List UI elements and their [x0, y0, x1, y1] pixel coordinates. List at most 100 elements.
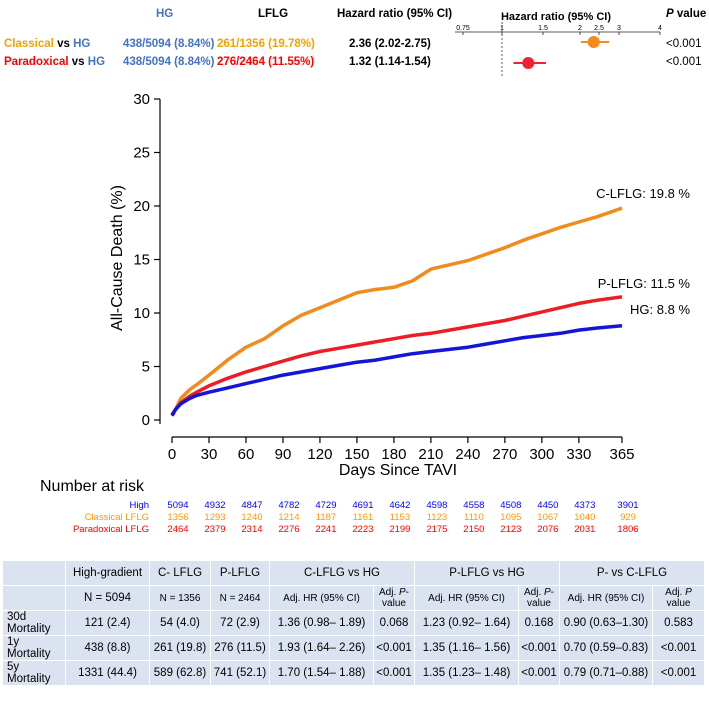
risk-value: 1153 — [389, 512, 411, 523]
label-paradoxical: Paradoxical — [4, 56, 69, 68]
cell-p3: <0.001 — [652, 635, 705, 661]
cell-p2: <0.001 — [518, 660, 560, 686]
risk-value: 1240 — [241, 512, 263, 523]
label-vs: vs — [53, 38, 74, 50]
adj-p-text: Adj. — [523, 587, 544, 598]
mortality-table: High-gradient C- LFLG P-LFLG C-LFLG vs H… — [2, 560, 705, 686]
risk-value: 1067 — [537, 512, 559, 523]
adj-p-1: Adj. P-value — [373, 585, 415, 611]
adj-p-dash: - — [550, 587, 555, 598]
cell-c: 54 (4.0) — [149, 610, 211, 636]
risk-value: 2123 — [500, 524, 522, 535]
risk-value: 4782 — [278, 500, 300, 511]
risk-value: 4558 — [463, 500, 485, 511]
row-label-mortality: Mortality — [7, 648, 51, 660]
forest-tick-label: 1.5 — [538, 25, 548, 32]
hg-column-header: HG — [156, 8, 174, 20]
adj-p-text: Adj. — [378, 587, 399, 598]
p-value: <0.001 — [666, 38, 702, 50]
th-p-vs-hg: P-LFLG vs HG — [414, 560, 560, 586]
cell-p: 72 (2.9) — [210, 610, 270, 636]
table-row-30d: 30d Mortality 121 (2.4) 54 (4.0) 72 (2.9)… — [2, 610, 705, 636]
cell-hr2: 1.35 (1.23– 1.48) — [414, 660, 519, 686]
series-line-hg — [170, 324, 623, 417]
km-chart: 0 5 10 15 20 25 30 0 30 60 90 120 150 180 210 240 270 300… — [0, 82, 709, 482]
risk-value: 1110 — [464, 512, 484, 523]
cell-p2: 0.168 — [518, 610, 560, 636]
p-italic: P — [666, 8, 674, 20]
cell-p2: <0.001 — [518, 635, 560, 661]
risk-value: 4642 — [389, 500, 411, 511]
cell-hr1: 1.70 (1.54– 1.88) — [269, 660, 374, 686]
forest-row-label: Paradoxical vs HG — [4, 56, 105, 68]
risk-value: 2276 — [278, 524, 300, 535]
hg-events: 438/5094 (8.84%) — [123, 38, 215, 50]
corner-cell — [2, 560, 66, 586]
cell-hr2: 1.23 (0.92– 1.64) — [414, 610, 519, 636]
cell-hr3: 0.79 (0.71–0.88) — [559, 660, 653, 686]
x-tick-label: 300 — [529, 446, 554, 463]
p-rest: value — [673, 8, 707, 20]
row-label-period: 1y — [7, 636, 20, 648]
adj-p-value-word: value — [666, 598, 691, 609]
adj-p-italic: P — [544, 587, 551, 598]
p-value: <0.001 — [666, 56, 702, 68]
table-row-1y: 1y Mortality 438 (8.8) 261 (19.8) 276 (11… — [2, 635, 705, 661]
risk-value: 4729 — [315, 500, 337, 511]
x-tick-label: 365 — [609, 446, 634, 463]
risk-value: 2314 — [241, 524, 263, 535]
y-tick-label: 10 — [133, 305, 150, 322]
table-row-5y: 5y Mortality 1331 (44.4) 589 (62.8) 741 (… — [2, 660, 705, 686]
x-tick-label: 120 — [307, 446, 332, 463]
risk-value: 4373 — [574, 500, 596, 511]
risk-value: 4598 — [426, 500, 448, 511]
risk-value: 1806 — [617, 524, 639, 535]
cell-p3: 0.583 — [652, 610, 705, 636]
y-tick-label: 25 — [133, 145, 150, 162]
cell-hr1: 1.93 (1.64– 2.26) — [269, 635, 374, 661]
risk-value: 2223 — [352, 524, 374, 535]
th-p-vs-c: P- vs C-LFLG — [559, 560, 705, 586]
row-label-period: 5y — [7, 661, 20, 673]
lflg-column-header: LFLG — [258, 8, 289, 20]
end-label-hg: HG: 8.8 % — [630, 302, 690, 317]
risk-row: Classical LFLG 1356 1293 1240 1214 1187 1161 11… — [0, 512, 709, 524]
cell-hg: 1331 (44.4) — [65, 660, 150, 686]
forest-row-label: Classical vs HG — [4, 38, 90, 50]
series-line-p-lflg — [170, 295, 623, 416]
y-axis-label: All-Cause Death (%) — [109, 185, 126, 331]
th-c-lflg: C- LFLG — [149, 560, 211, 586]
y-tick-label: 0 — [142, 412, 150, 429]
lflg-events: 276/2464 (11.55%) — [217, 56, 315, 68]
x-tick-label: 210 — [418, 446, 443, 463]
row-label-mortality: Mortality — [7, 673, 51, 685]
x-tick-label: 90 — [275, 446, 292, 463]
risk-value: 1040 — [574, 512, 596, 523]
cell-hr1: 1.36 (0.98– 1.89) — [269, 610, 374, 636]
cell-c: 261 (19.8) — [149, 635, 211, 661]
risk-value: 1214 — [278, 512, 300, 523]
forest-tick-label: 2 — [578, 25, 582, 32]
n-hg: N = 5094 — [65, 585, 150, 611]
p-value-header: P value — [666, 8, 706, 20]
risk-value: 3901 — [617, 500, 639, 511]
x-tick-label: 330 — [566, 446, 591, 463]
x-tick-label: 270 — [492, 446, 517, 463]
risk-value: 4932 — [204, 500, 226, 511]
risk-row-label: High — [129, 500, 149, 511]
risk-value: 2031 — [574, 524, 596, 535]
risk-value: 1161 — [352, 512, 374, 523]
th-p-lflg: P-LFLG — [210, 560, 270, 586]
row-label: 30d Mortality — [2, 610, 66, 636]
series-line-c-lflg — [170, 206, 623, 416]
th-high-gradient: High-gradient — [65, 560, 150, 586]
y-tick-label: 15 — [133, 252, 150, 269]
forest-tick-label: 4 — [658, 25, 662, 32]
table-subheader-row: N = 5094 N = 1356 N = 2464 Adj. HR (95% … — [2, 585, 705, 611]
cell-hg: 438 (8.8) — [65, 635, 150, 661]
cell-p1: <0.001 — [373, 635, 415, 661]
end-label-p-lflg: P-LFLG: 11.5 % — [598, 276, 691, 291]
risk-value: 1187 — [315, 512, 337, 523]
risk-value: 5094 — [167, 500, 189, 511]
forest-row-classical: Classical vs HG 438/5094 (8.84%) 261/135… — [0, 38, 709, 56]
